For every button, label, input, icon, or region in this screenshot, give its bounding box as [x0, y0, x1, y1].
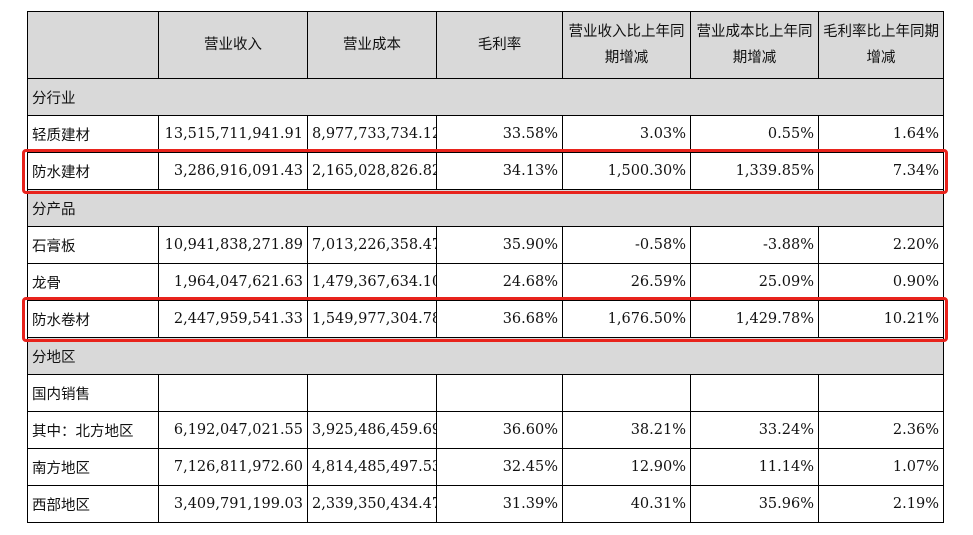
table-cell: 33.24%: [690, 411, 819, 449]
table-cell: 8,977,733,734.12: [307, 115, 437, 153]
row-label: 其中：北方地区: [27, 411, 159, 449]
table-cell: [690, 374, 819, 412]
table-cell: [307, 374, 437, 412]
table-cell: 38.21%: [562, 411, 691, 449]
row-label: 轻质建材: [27, 115, 159, 153]
table-cell: 33.58%: [436, 115, 563, 153]
table-cell: 1,500.30%: [562, 152, 691, 190]
table-row: 轻质建材 13,515,711,941.91 8,977,733,734.12 33.…: [27, 115, 944, 153]
header-cost-yoy: 营业成本比上年同期增减: [690, 11, 819, 79]
table-cell: 35.90%: [436, 226, 563, 264]
row-label: 国内销售: [27, 374, 159, 412]
table-cell: 7,126,811,972.60: [158, 448, 308, 486]
table-cell: 2,165,028,826.82: [307, 152, 437, 190]
table-cell: 1,676.50%: [562, 300, 691, 338]
table-cell: [562, 374, 691, 412]
section-label: 分行业: [27, 78, 944, 116]
table-cell: 40.31%: [562, 485, 691, 523]
table-cell: [818, 374, 944, 412]
row-label: 防水建材: [27, 152, 159, 190]
row-label: 防水卷材: [27, 300, 159, 338]
table-row: 石膏板 10,941,838,271.89 7,013,226,358.47 35.9…: [27, 226, 944, 264]
table-cell: 36.68%: [436, 300, 563, 338]
table-cell: 4,814,485,497.53: [307, 448, 437, 486]
table-cell: 0.90%: [818, 263, 944, 301]
table-cell: 12.90%: [562, 448, 691, 486]
table-cell: [158, 374, 308, 412]
table-cell: 1,339.85%: [690, 152, 819, 190]
table-row: 南方地区 7,126,811,972.60 4,814,485,497.53 32.4…: [27, 448, 944, 486]
table-row: 西部地区 3,409,791,199.03 2,339,350,434.47 31.3…: [27, 485, 944, 523]
section-header-row: 分行业: [27, 78, 944, 116]
table-cell: 1,429.78%: [690, 300, 819, 338]
header-cost: 营业成本: [307, 11, 437, 79]
table-cell: 7.34%: [818, 152, 944, 190]
header-revenue-yoy: 营业收入比上年同期增减: [562, 11, 691, 79]
table-cell: 3,925,486,459.69: [307, 411, 437, 449]
table-row: 国内销售: [27, 374, 944, 412]
table-cell: 6,192,047,021.55: [158, 411, 308, 449]
table-cell: 36.60%: [436, 411, 563, 449]
table-cell: 3.03%: [562, 115, 691, 153]
section-header-row: 分地区: [27, 337, 944, 375]
table-cell: [436, 374, 563, 412]
row-label: 西部地区: [27, 485, 159, 523]
section-header-row: 分产品: [27, 189, 944, 227]
table-cell: 2.36%: [818, 411, 944, 449]
row-label: 龙骨: [27, 263, 159, 301]
table-cell: 13,515,711,941.91: [158, 115, 308, 153]
corner-header-cell: [27, 11, 159, 79]
table-header-row: 营业收入 营业成本 毛利率 营业收入比上年同期增减 营业成本比上年同期增减 毛利率比上年同…: [27, 11, 944, 79]
table-row: 防水建材 3,286,916,091.43 2,165,028,826.82 34.1…: [27, 152, 944, 190]
table-row: 防水卷材 2,447,959,541.33 1,549,977,304.78 36.6…: [27, 300, 944, 338]
row-label: 石膏板: [27, 226, 159, 264]
table-cell: 32.45%: [436, 448, 563, 486]
table-cell: 3,286,916,091.43: [158, 152, 308, 190]
row-label: 南方地区: [27, 448, 159, 486]
table-cell: 34.13%: [436, 152, 563, 190]
financial-table-container: 营业收入 营业成本 毛利率 营业收入比上年同期增减 营业成本比上年同期增减 毛利率比上年同…: [27, 11, 944, 523]
table-body: 分行业 轻质建材 13,515,711,941.91 8,977,733,734.12…: [27, 78, 944, 523]
table-cell: 1.64%: [818, 115, 944, 153]
table-cell: 24.68%: [436, 263, 563, 301]
table-cell: 0.55%: [690, 115, 819, 153]
table-cell: 1,479,367,634.10: [307, 263, 437, 301]
table-cell: 1,964,047,621.63: [158, 263, 308, 301]
table-cell: 25.09%: [690, 263, 819, 301]
table-cell: 1.07%: [818, 448, 944, 486]
revenue-cost-table: 营业收入 营业成本 毛利率 营业收入比上年同期增减 营业成本比上年同期增减 毛利率比上年同…: [27, 11, 944, 523]
table-cell: 3,409,791,199.03: [158, 485, 308, 523]
table-cell: 2,447,959,541.33: [158, 300, 308, 338]
table-cell: 2.20%: [818, 226, 944, 264]
header-gross-margin: 毛利率: [436, 11, 563, 79]
table-row: 其中：北方地区 6,192,047,021.55 3,925,486,459.69 3…: [27, 411, 944, 449]
section-label: 分地区: [27, 337, 944, 375]
table-cell: 31.39%: [436, 485, 563, 523]
table-cell: 10.21%: [818, 300, 944, 338]
table-cell: 7,013,226,358.47: [307, 226, 437, 264]
table-cell: 2.19%: [818, 485, 944, 523]
table-cell: 1,549,977,304.78: [307, 300, 437, 338]
table-cell: 11.14%: [690, 448, 819, 486]
table-row: 龙骨 1,964,047,621.63 1,479,367,634.10 24.68%…: [27, 263, 944, 301]
section-label: 分产品: [27, 189, 944, 227]
table-cell: 10,941,838,271.89: [158, 226, 308, 264]
header-margin-yoy: 毛利率比上年同期增减: [818, 11, 944, 79]
table-cell: 26.59%: [562, 263, 691, 301]
header-revenue: 营业收入: [158, 11, 308, 79]
table-cell: -3.88%: [690, 226, 819, 264]
table-cell: 35.96%: [690, 485, 819, 523]
table-cell: 2,339,350,434.47: [307, 485, 437, 523]
table-cell: -0.58%: [562, 226, 691, 264]
